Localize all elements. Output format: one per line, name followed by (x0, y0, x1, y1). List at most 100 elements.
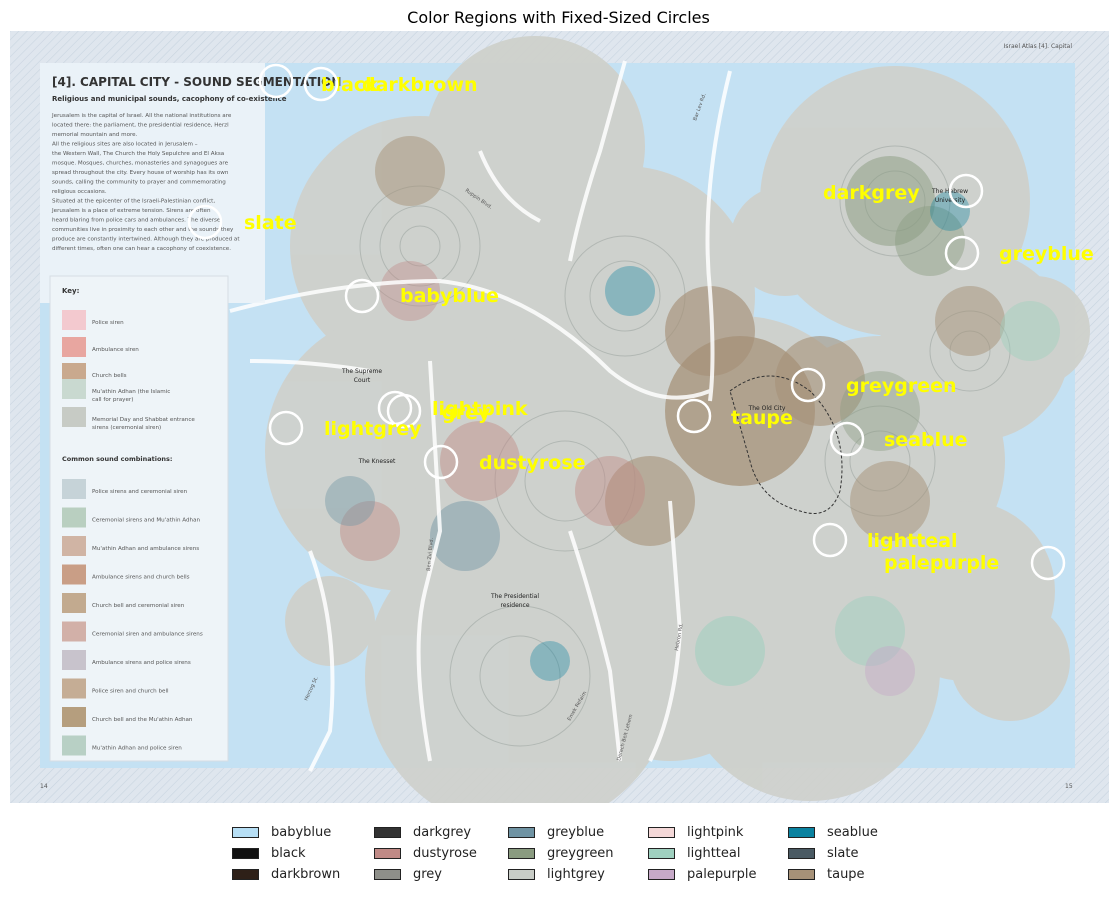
combo-item: Ambulance sirens and police sirens (92, 660, 191, 666)
street-ben-zvi: Ben Zvi Blvd. (426, 537, 435, 571)
legend-label: darkgrey (413, 825, 472, 840)
legend-item-palepurple: palepurple (648, 867, 757, 882)
key-swatch (62, 337, 86, 357)
legend-label: dustyrose (413, 846, 477, 861)
region-marker-darkbrown (303, 66, 339, 102)
key-item: call for prayer) (92, 397, 133, 403)
body-text-line: spread throughout the city. Every house … (52, 170, 229, 176)
corner-note: Israel Atlas [4]. Capital (1004, 43, 1073, 50)
combo-swatch (62, 564, 86, 585)
body-text-line: heard blaring from police cars and ambul… (52, 218, 221, 224)
region-marker-black (258, 63, 294, 99)
combo-item: Police siren and church bell (92, 689, 169, 695)
roads (229, 60, 732, 772)
legend-item-taupe: taupe (788, 867, 865, 882)
combo-swatch (62, 621, 86, 642)
combo-item: Church bell and the Mu'athin Adhan (92, 717, 193, 723)
legend-swatch (374, 848, 401, 859)
region-label-lightpink: lightpink (432, 398, 528, 420)
legend-item-greygreen: greygreen (508, 846, 614, 861)
legend-swatch (788, 827, 815, 838)
legend-item-slate: slate (788, 846, 858, 861)
region-marker-lightteal (812, 522, 848, 558)
region-label-slate: slate (244, 212, 297, 234)
key-swatch (62, 407, 86, 427)
body-text-line: religious occasions. (52, 189, 107, 195)
key-item: Church bells (92, 373, 127, 379)
legend-item-darkgrey: darkgrey (374, 825, 471, 840)
legend-item-lightteal: lightteal (648, 846, 741, 861)
key-item: Ambulance siren (92, 347, 139, 353)
region-label-lightgrey: lightgrey (324, 418, 422, 440)
place-old-city: The Old City (748, 405, 786, 412)
region-marker-palepurple (1030, 545, 1066, 581)
place-presidential-2: residence (500, 602, 529, 609)
region-label-greygreen: greygreen (846, 375, 957, 397)
region-label-darkbrown: darkbrown (362, 74, 478, 96)
body-text-line: sounds, calling the community to prayer … (52, 180, 226, 186)
legend-item-babyblue: babyblue (232, 825, 331, 840)
street-hebron: Hebron Rd. (674, 622, 685, 651)
combo-swatch (62, 507, 86, 528)
region-label-dustyrose: dustyrose (479, 452, 586, 474)
combo-item: Police sirens and ceremonial siren (92, 489, 188, 495)
body-text: Jerusalem is the capital of Israel. All … (51, 113, 240, 252)
old-city-outline (729, 375, 843, 514)
legend-label: taupe (827, 867, 865, 882)
legend-label: lightgrey (547, 867, 605, 882)
figure-title: Color Regions with Fixed-Sized Circles (407, 8, 710, 27)
legend-label: seablue (827, 825, 878, 840)
region-marker-grey (386, 393, 422, 429)
legend-label: lightteal (687, 846, 741, 861)
region-marker-dustyrose (423, 444, 459, 480)
legend-swatch (788, 848, 815, 859)
combo-item: Mu'athin Adhan and ambulance sirens (92, 546, 199, 552)
body-text-line: different times, often one can hear a ca… (52, 246, 231, 252)
text-panel: [4]. CAPITAL CITY - SOUND SEGMENTATION R… (40, 63, 341, 303)
region-marker-slate (187, 204, 223, 240)
legend-label: greyblue (547, 825, 605, 840)
combo-swatch (62, 650, 86, 670)
body-text-line: memorial mountain and more. (52, 132, 138, 138)
key-items: Police siren Ambulance siren Church bells M… (62, 310, 195, 431)
combo-swatch (62, 593, 86, 613)
body-text-line: All the religious sites are also located… (52, 142, 198, 148)
region-annotations: blackdarkbrownslatebabybluelightpinkgrey… (187, 63, 1094, 581)
legend-swatch (648, 869, 675, 880)
legend-item-seablue: seablue (788, 825, 878, 840)
region-marker-darkgrey (948, 173, 984, 209)
key-item: Mu'athin Adhan (the Islamic (92, 389, 170, 395)
legend-item-darkbrown: darkbrown (232, 867, 340, 882)
region-label-babyblue: babyblue (400, 285, 499, 307)
legend-label: black (271, 846, 306, 861)
combos-title: Common sound combinations: (62, 455, 173, 463)
legend-swatch (374, 869, 401, 880)
key-swatch (62, 310, 86, 330)
combo-item: Ceremonial sirens and Mu'athin Adhan (92, 518, 201, 524)
region-marker-seablue (829, 421, 865, 457)
place-knesset: The Knesset (358, 458, 396, 465)
legend-item-dustyrose: dustyrose (374, 846, 477, 861)
body-text-line: located there: the parliament, the presi… (52, 123, 229, 129)
legend-label: darkbrown (271, 867, 341, 882)
legend-swatch (232, 848, 259, 859)
legend-item-black: black (232, 846, 306, 861)
legend-label: palepurple (687, 867, 757, 882)
legend-label: greygreen (547, 846, 614, 861)
region-marker-babyblue (344, 278, 380, 314)
legend-item-lightgrey: lightgrey (508, 867, 605, 882)
combo-swatch (62, 536, 86, 556)
region-label-taupe: taupe (731, 407, 793, 429)
region-label-palepurple: palepurple (884, 552, 999, 574)
legend-label: babyblue (271, 825, 332, 840)
combo-item: Ambulance sirens and church bells (92, 575, 190, 581)
place-presidential-1: The Presidential (490, 593, 539, 600)
legend-item-greyblue: greyblue (508, 825, 604, 840)
page-number-left: 14 (40, 783, 48, 790)
body-text-line: communities live in proximity to each ot… (52, 227, 234, 233)
region-marker-taupe (676, 398, 712, 434)
place-supreme-court-1: The Supreme (341, 368, 382, 375)
key-item: Memorial Day and Shabbat entrance (92, 417, 195, 423)
legend-label: grey (413, 867, 443, 882)
legend-swatch (788, 869, 815, 880)
